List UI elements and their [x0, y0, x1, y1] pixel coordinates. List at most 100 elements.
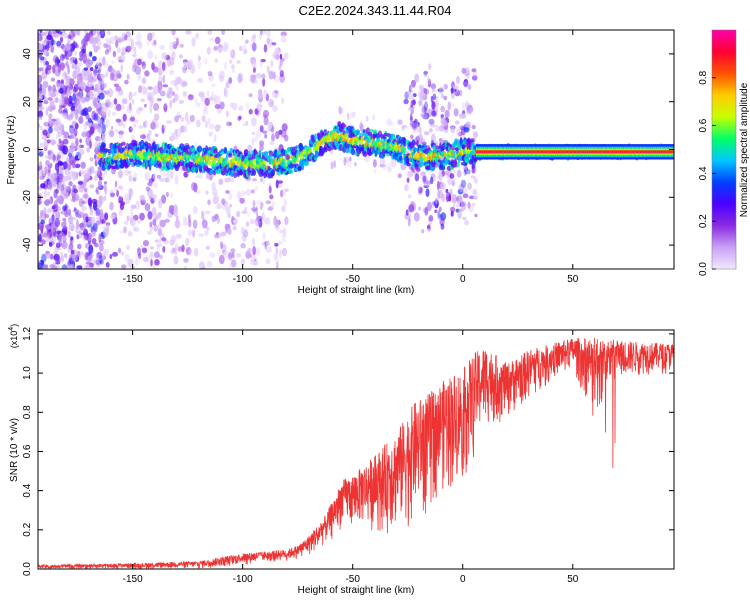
spectrogram-blob — [443, 151, 447, 158]
spectrogram-blob — [55, 133, 60, 139]
spectrogram-blob — [440, 105, 446, 113]
spectrogram-blob — [152, 194, 158, 203]
spectrogram-blob — [156, 98, 162, 102]
spectrogram-blob — [168, 160, 172, 165]
spectrogram-blob — [141, 61, 145, 67]
spectrogram-blob — [63, 96, 69, 105]
spectrogram-blob — [450, 206, 456, 213]
spectrogram-blob — [268, 70, 274, 80]
spectrogram-blob — [119, 203, 125, 211]
spectrogram-blob — [170, 132, 175, 136]
spectrogram-blob — [428, 118, 435, 125]
spectrogram-blob — [281, 205, 286, 213]
spectrogram-blob — [387, 166, 392, 173]
spectrogram-blob — [127, 45, 132, 51]
spectrogram-blob — [241, 234, 247, 242]
spectrogram-blob — [40, 219, 45, 225]
spectrogram-blob — [249, 43, 253, 48]
spectrogram-blob — [110, 125, 114, 130]
spectrogram-blob — [205, 190, 209, 195]
spectrogram-blob — [115, 70, 121, 79]
spectrogram-blob — [140, 200, 145, 204]
spectrogram-blob — [213, 45, 219, 51]
spectrogram-blob — [191, 229, 196, 236]
spectrogram-blob — [245, 250, 251, 259]
spectrogram-blob — [421, 175, 428, 185]
spectrogram-blob — [52, 84, 56, 93]
spectrogram-blob — [49, 30, 55, 36]
spectrogram-blob — [117, 47, 121, 54]
spectrogram-blob — [262, 232, 266, 240]
spectrogram-blob — [271, 42, 277, 46]
spectrogram-blob — [417, 186, 424, 194]
spectrogram-blob — [95, 220, 101, 226]
spectrogram-blob — [462, 150, 466, 154]
spectrogram-blob — [140, 98, 145, 103]
spectrogram-blob — [83, 122, 87, 131]
spectrogram-blob — [247, 144, 253, 150]
spectrogram-blob — [149, 103, 153, 114]
spectrogram-blob — [407, 170, 414, 178]
spectrogram-blob — [150, 121, 156, 130]
spectrogram-blob — [451, 194, 457, 204]
spectrogram-blob — [135, 107, 141, 116]
spectrogram-blob — [456, 128, 461, 137]
spectrogram-blob — [259, 60, 263, 68]
spectrogram-blob — [132, 92, 137, 97]
spectrogram-blob — [40, 183, 46, 189]
spectrogram-blob — [165, 150, 169, 154]
spectrogram-blob — [117, 247, 122, 254]
spectrogram-blob — [440, 223, 445, 230]
spectrogram-blob — [56, 156, 60, 161]
spectrogram-blob — [157, 212, 162, 216]
spectrogram-blob — [174, 219, 181, 229]
spectrogram-blob — [153, 103, 160, 111]
spectrogram-blob — [251, 237, 256, 247]
spectrogram-blob — [206, 226, 210, 231]
spectrogram-blob — [153, 113, 160, 121]
spectrogram-blob — [372, 114, 376, 121]
spectrogram-blob — [419, 187, 423, 193]
spectrogram-blob — [103, 138, 107, 144]
spectrogram-blob — [218, 70, 225, 79]
spectrogram-blob — [67, 163, 72, 171]
spectrogram-blob — [274, 90, 279, 94]
spectrogram-blob — [274, 48, 280, 55]
spectrogram-blob — [183, 171, 189, 178]
spectrogram-blob — [132, 226, 137, 232]
spectrogram-blob — [237, 73, 243, 84]
spectrogram-blob — [204, 57, 208, 65]
spectrogram-blob — [405, 150, 409, 154]
spectrogram-blob — [181, 244, 185, 253]
spectrogram-blob — [174, 93, 179, 102]
spectrogram-blob — [260, 202, 264, 208]
spectrogram-blob — [431, 100, 436, 111]
spectrogram-blob — [89, 206, 94, 216]
spectrogram-blob — [99, 176, 103, 181]
spectrogram-blob — [57, 150, 64, 160]
spectrogram-blob — [97, 63, 102, 72]
spectrogram-blob — [48, 242, 53, 247]
spectrogram-blob — [67, 113, 73, 121]
spectrogram-blob — [49, 253, 54, 260]
spectrogram-blob — [89, 262, 94, 268]
spectrogram-blob — [264, 89, 267, 93]
spectrogram-blob — [251, 117, 257, 127]
spectrogram-blob — [266, 30, 271, 38]
spectrogram-blob — [157, 67, 162, 77]
spectrogram-blob — [202, 110, 209, 115]
spectrogram-blob — [138, 106, 144, 112]
spectrogram-blob — [67, 152, 72, 158]
spectrogram-blob — [134, 66, 141, 75]
spectrogram-blob — [38, 115, 43, 121]
spectrogram-blob — [48, 154, 52, 159]
spectrogram-blob — [55, 261, 61, 265]
spectrogram-blob — [38, 106, 45, 111]
spectrogram-blob — [109, 130, 115, 138]
spectrogram-blob — [268, 185, 272, 194]
spectrogram-blob — [175, 242, 179, 251]
spectrogram-blob — [46, 64, 52, 71]
spectrogram-blob — [408, 107, 412, 112]
spectrogram-blob — [162, 75, 166, 84]
